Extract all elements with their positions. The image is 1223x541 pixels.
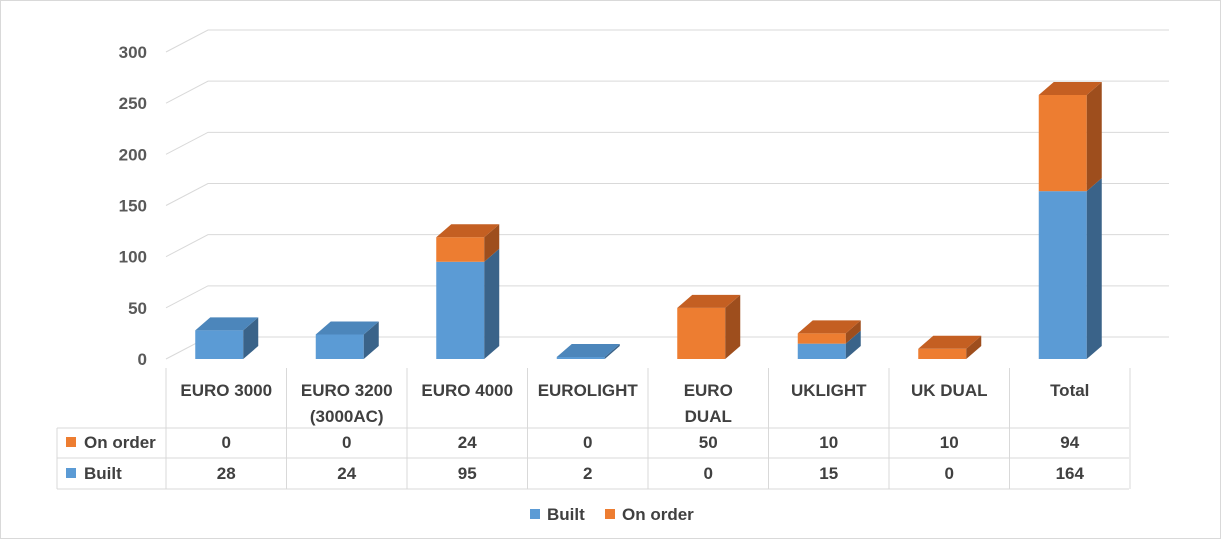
bar-top [918,335,982,349]
row-header: Built [84,464,122,483]
y-tick-label: 300 [119,43,147,62]
gridlines [165,29,1169,360]
bar-built-side [363,321,379,359]
bar-built [436,248,500,359]
table-cell: 10 [819,433,838,452]
bar-on-order-side [1086,81,1102,192]
category-label: EURO [684,381,733,400]
bar-built-front [797,343,846,359]
category-label: EURO 4000 [421,381,513,400]
bar-top [1038,81,1102,95]
category-label: DUAL [685,407,732,426]
table-cell: 0 [704,464,713,483]
category-label: EUROLIGHT [538,381,639,400]
y-axis-ticks: 0 50 100 150 200 250 300 [119,43,147,369]
bar-built [1038,178,1102,359]
gridline [165,29,1169,53]
y-tick-label: 0 [138,350,147,369]
data-table: EURO 3000 EURO 3200 (3000AC) EURO 4000 EUROL… [56,368,1131,490]
bar-built-front [1038,191,1087,359]
table-cell: 0 [583,433,592,452]
bar-on-order-side [966,335,982,359]
bar-top [195,317,259,331]
legend-key [530,509,540,519]
category-label: (3000AC) [310,407,384,426]
table-cell: 0 [342,433,351,452]
table-cell: 2 [583,464,592,483]
category-label: UKLIGHT [791,381,867,400]
bar-built [195,317,259,359]
table-cell: 28 [217,464,236,483]
y-tick-label: 50 [128,299,147,318]
legend-label: On order [622,505,694,524]
bar-built-side [845,330,861,359]
y-tick-label: 200 [119,145,147,164]
category-label: EURO 3000 [180,381,272,400]
bar-on-order-side [725,294,741,359]
legend-key [605,509,615,519]
y-tick-label: 150 [119,197,147,216]
bar-on-order-side [845,320,861,344]
bar-top [677,294,741,308]
table-cell: 94 [1060,433,1079,452]
bar-on-order [797,320,861,344]
bar-on-order-side [484,224,500,262]
y-tick-label: 250 [119,94,147,113]
table-cell: 50 [699,433,718,452]
bar-on-order-front [1038,94,1087,192]
category-label: UK DUAL [911,381,988,400]
gridline [165,285,1169,309]
bar-built-front [195,330,244,359]
bar-built-side [1086,178,1102,359]
bar-built-side [484,248,500,359]
bar-top [556,343,620,357]
bars [195,81,1102,359]
bar-built [315,321,379,359]
gridline [165,131,1169,155]
bar-on-order [677,294,741,359]
table-cell: 164 [1056,464,1085,483]
gridline [165,234,1169,258]
bar-built-side [243,317,259,359]
bar-built [556,343,620,359]
bar-on-order [1038,81,1102,192]
row-legend-key [66,437,76,447]
bar-built-front [556,356,605,359]
bar-top [797,320,861,334]
row-legend-key [66,468,76,478]
category-label: EURO 3200 [301,381,393,400]
gridline [165,80,1169,104]
bar-built-front [315,334,364,359]
category-label: Total [1050,381,1089,400]
legend-label: Built [547,505,585,524]
table-cell: 24 [337,464,356,483]
bar-top [315,321,379,335]
bar-on-order [918,335,982,359]
bar-on-order-front [677,307,726,359]
bar-built-side [604,343,620,359]
bar-built-front [436,261,485,359]
table-cell: 95 [458,464,477,483]
table-cell: 0 [222,433,231,452]
bar-on-order [436,224,500,262]
table-cell: 15 [819,464,838,483]
table-cell: 24 [458,433,477,452]
legend: Built On order [530,505,694,524]
table-cell: 10 [940,433,959,452]
gridline [165,183,1169,206]
bar-on-order-front [918,348,967,359]
row-header: On order [84,433,156,452]
bar-built [797,330,861,359]
bar-top [436,224,500,238]
bar-on-order-front [436,237,485,262]
y-tick-label: 100 [119,248,147,267]
table-cell: 0 [945,464,954,483]
bar-on-order-front [797,333,846,344]
